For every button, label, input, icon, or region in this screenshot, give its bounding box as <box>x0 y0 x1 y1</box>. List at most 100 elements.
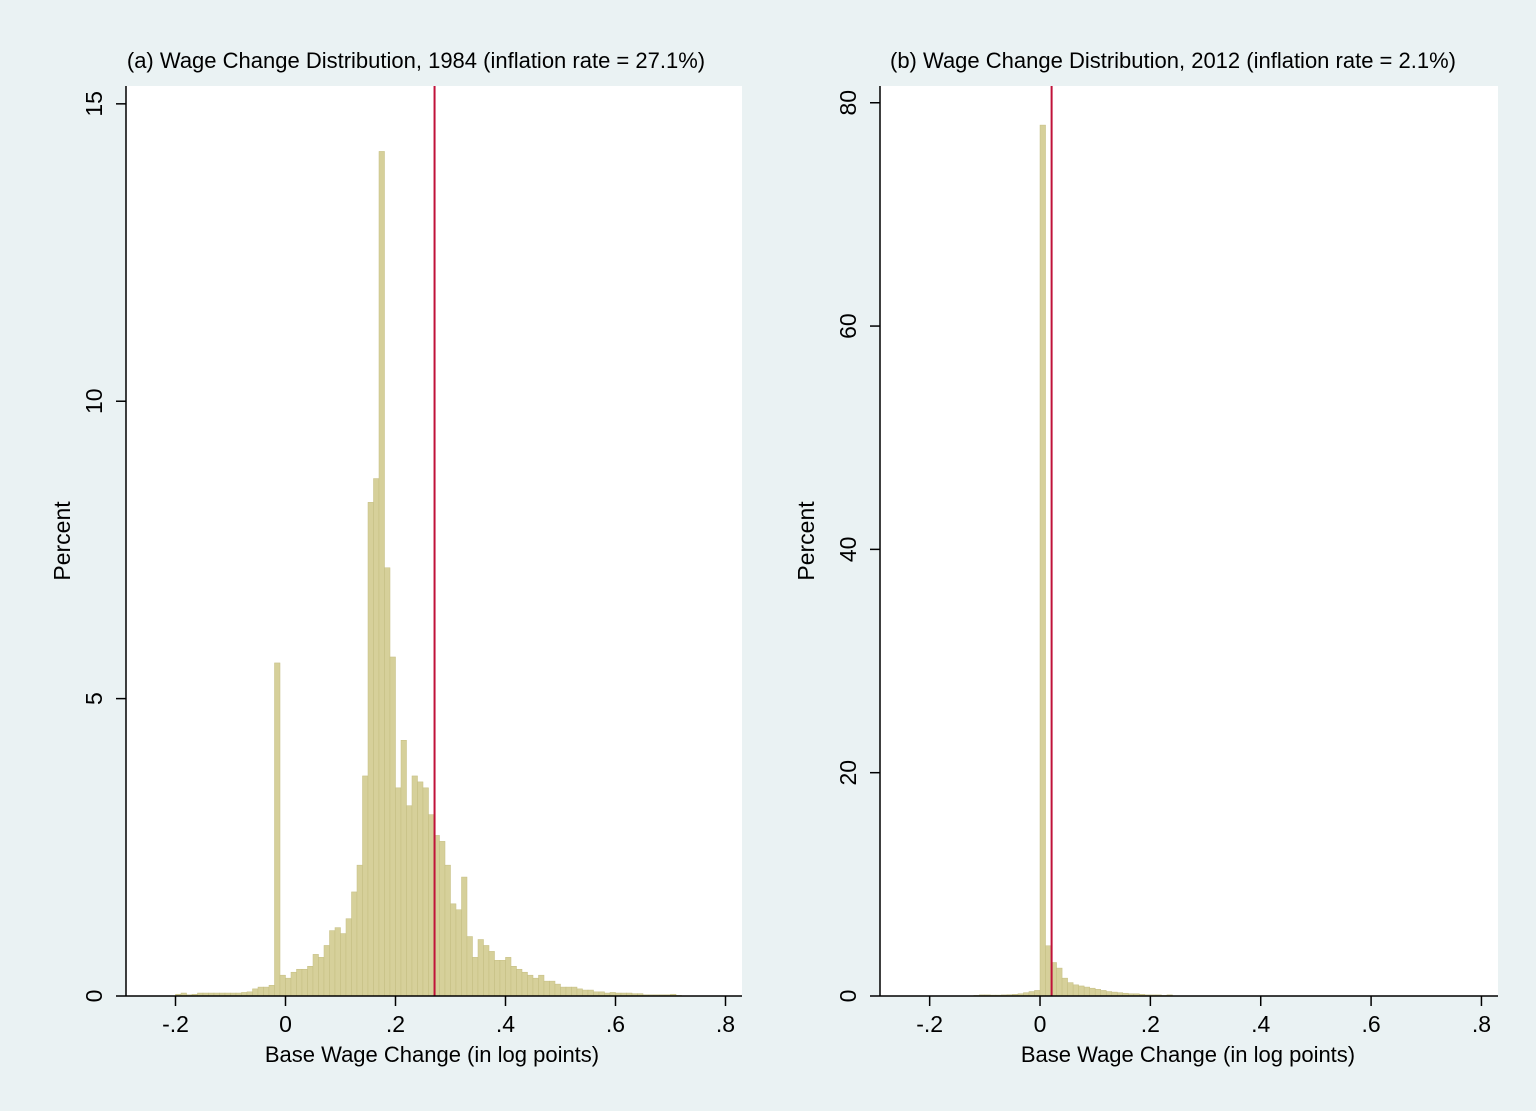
chart-panel-b: (b) Wage Change Distribution, 2012 (infl… <box>793 48 1498 1067</box>
histogram-bar <box>263 986 270 997</box>
histogram-bar <box>279 974 286 997</box>
histogram-bar <box>406 805 413 997</box>
histogram-bar <box>1083 986 1090 997</box>
histogram-bar <box>351 891 358 997</box>
histogram-bar <box>285 977 292 997</box>
histogram-bar <box>384 567 391 997</box>
y-tick-label: 40 <box>835 537 861 563</box>
y-tick-label: 0 <box>81 990 107 1003</box>
histogram-bar <box>1045 945 1052 997</box>
histogram-bar <box>329 930 336 997</box>
histogram-bar <box>389 656 396 997</box>
histogram-bar <box>296 968 303 997</box>
histogram-bar <box>516 968 523 997</box>
histogram-bar <box>395 787 402 997</box>
histogram-bar <box>268 985 275 997</box>
histogram-bar <box>439 841 446 997</box>
histogram-bar <box>373 478 380 997</box>
histogram-bar <box>1089 987 1096 997</box>
histogram-bar <box>554 983 561 997</box>
x-tick-label: .2 <box>386 1011 405 1037</box>
histogram-bar <box>340 933 347 997</box>
histogram-bar <box>450 903 457 997</box>
x-tick-label: 0 <box>1034 1011 1047 1037</box>
histogram-bar <box>1039 124 1046 997</box>
histogram-bar <box>510 966 517 997</box>
x-ticks-b: -.2 0 .2 .4 .6 .8 <box>916 996 1491 1037</box>
x-tick-label: 0 <box>279 1011 292 1037</box>
y-tick-label: 5 <box>81 692 107 705</box>
y-ticks-a: 0 5 10 15 <box>81 91 126 1002</box>
histogram-bar <box>378 151 385 997</box>
histogram-bar <box>549 980 556 997</box>
histogram-bar <box>582 989 589 997</box>
histogram-bar <box>257 986 264 997</box>
histogram-bar <box>461 876 468 997</box>
histogram-bar <box>1067 982 1074 997</box>
histogram-bar <box>301 968 308 997</box>
x-tick-label: -.2 <box>916 1011 943 1037</box>
histogram-bar <box>362 775 369 997</box>
histogram-bar <box>274 662 281 997</box>
histogram-bar <box>422 787 429 997</box>
histogram-bar <box>1056 967 1063 997</box>
histogram-bar <box>483 945 490 997</box>
histogram-bar <box>312 954 319 997</box>
histogram-bar <box>488 951 495 997</box>
chart-title-b: (b) Wage Change Distribution, 2012 (infl… <box>890 48 1456 73</box>
y-axis-label-a: Percent <box>49 501 75 581</box>
histogram-bar <box>1072 984 1079 997</box>
histogram-bar <box>543 980 550 997</box>
histogram-bar <box>472 957 479 997</box>
histogram-bar <box>367 502 374 997</box>
x-tick-label: .6 <box>606 1011 625 1037</box>
histogram-bar <box>323 945 330 997</box>
x-tick-label: -.2 <box>162 1011 189 1037</box>
histogram-bar <box>444 864 451 997</box>
histogram-bar <box>411 775 418 997</box>
y-tick-label: 80 <box>835 90 861 116</box>
histogram-bar <box>290 971 297 997</box>
histogram-bar <box>576 988 583 997</box>
y-tick-label: 20 <box>835 760 861 786</box>
histogram-bar <box>428 814 435 997</box>
y-axis-label-b: Percent <box>793 501 819 581</box>
x-tick-label: .4 <box>496 1011 515 1037</box>
x-tick-label: .4 <box>1251 1011 1270 1037</box>
histogram-bars-a <box>175 151 682 997</box>
x-tick-label: .6 <box>1361 1011 1380 1037</box>
histogram-bar <box>505 957 512 997</box>
chart-panel-a: (a) Wage Change Distribution, 1984 (infl… <box>49 48 742 1067</box>
histogram-bar <box>560 986 567 997</box>
histogram-bar <box>318 957 325 997</box>
histogram-bar <box>494 960 501 997</box>
histogram-bar <box>532 977 539 997</box>
y-tick-label: 15 <box>81 91 107 117</box>
x-axis-label-b: Base Wage Change (in log points) <box>1021 1042 1355 1067</box>
histogram-bar <box>466 936 473 997</box>
histogram-bar <box>1100 990 1107 997</box>
histogram-bar <box>334 927 341 997</box>
y-tick-label: 0 <box>835 990 861 1003</box>
histogram-bar <box>1094 989 1101 997</box>
y-ticks-b: 0 20 40 60 80 <box>835 90 880 1002</box>
histogram-bar <box>477 939 484 997</box>
chart-title-a: (a) Wage Change Distribution, 1984 (infl… <box>127 48 705 73</box>
x-axis-label-a: Base Wage Change (in log points) <box>265 1042 599 1067</box>
histogram-bar <box>538 974 545 997</box>
histogram-bar <box>307 966 314 997</box>
histogram-bar <box>252 988 259 997</box>
histogram-bar <box>521 971 528 997</box>
histogram-bar <box>356 864 363 997</box>
x-ticks-a: -.2 0 .2 .4 .6 .8 <box>162 996 735 1037</box>
x-tick-label: .8 <box>716 1011 735 1037</box>
histogram-bar <box>565 986 572 997</box>
y-tick-label: 10 <box>81 388 107 414</box>
histogram-bar <box>499 960 506 997</box>
histogram-bar <box>527 974 534 997</box>
histogram-bar <box>417 781 424 997</box>
plot-area-b <box>880 86 1498 996</box>
x-tick-label: .2 <box>1141 1011 1160 1037</box>
histogram-bar <box>1034 990 1041 997</box>
